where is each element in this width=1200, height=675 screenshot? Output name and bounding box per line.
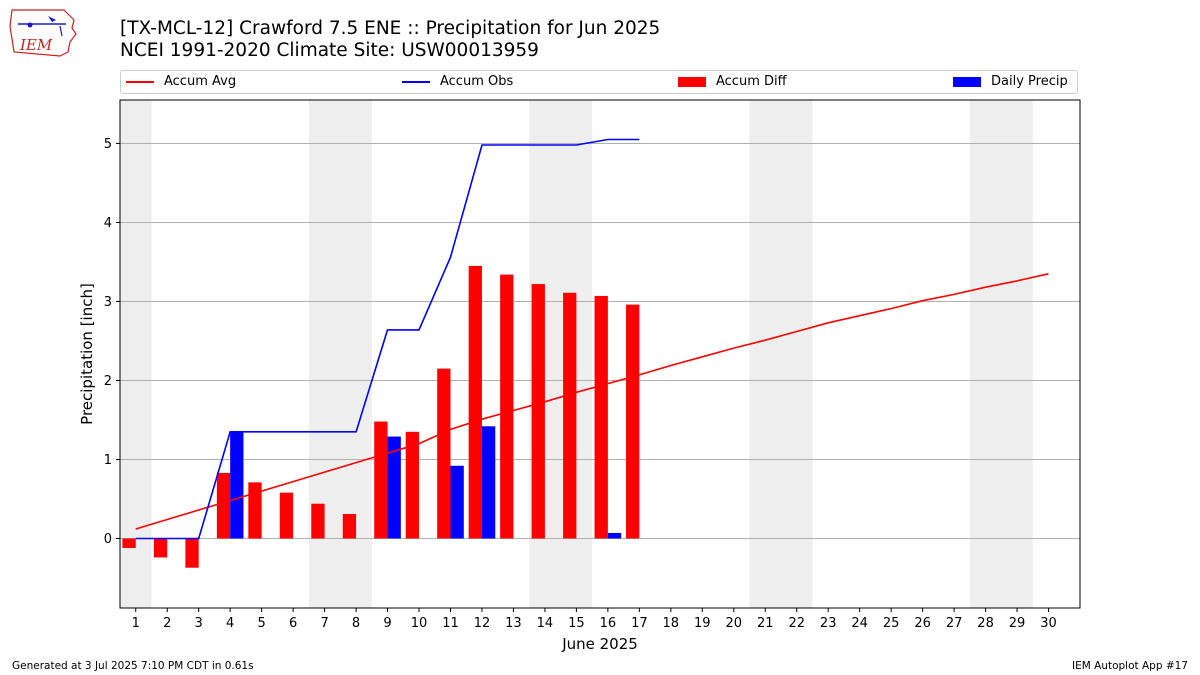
x-tick-label: 8 xyxy=(352,616,360,631)
x-tick-label: 20 xyxy=(725,616,742,631)
legend: Accum Avg Accum Obs Accum Diff Daily Pre… xyxy=(120,70,1078,94)
x-axis-label: June 2025 xyxy=(561,635,638,653)
accum-diff-bar xyxy=(405,431,420,539)
chart-title: [TX-MCL-12] Crawford 7.5 ENE :: Precipit… xyxy=(120,18,660,62)
legend-swatch-line xyxy=(126,80,154,83)
x-tick-label: 29 xyxy=(1009,616,1026,631)
plot-frame xyxy=(119,99,1081,609)
x-tick-label: 30 xyxy=(1040,616,1057,631)
x-tick-label: 16 xyxy=(600,616,617,631)
x-tick-label: 10 xyxy=(411,616,428,631)
legend-label: Accum Diff xyxy=(716,74,787,89)
x-tick-label: 18 xyxy=(663,616,680,631)
legend-swatch-patch xyxy=(678,76,706,87)
daily-precip-bar xyxy=(607,532,622,539)
daily-precip-bar xyxy=(387,436,401,539)
legend-item-daily-precip: Daily Precip xyxy=(953,74,1068,90)
y-tick-label: 3 xyxy=(104,295,112,310)
accum-diff-bar xyxy=(531,284,545,539)
accum-diff-bar xyxy=(311,503,325,539)
x-tick-label: 24 xyxy=(851,616,868,631)
legend-item-accum-avg: Accum Avg xyxy=(126,74,236,90)
accum-diff-bar xyxy=(563,292,577,539)
x-tick-label: 5 xyxy=(257,616,265,631)
accum-diff-bar xyxy=(279,492,294,539)
x-tick-label: 7 xyxy=(320,616,328,631)
x-tick-label: 14 xyxy=(537,616,554,631)
x-tick-label: 12 xyxy=(474,616,491,631)
x-tick-label: 21 xyxy=(757,616,774,631)
y-tick-label: 5 xyxy=(104,137,112,152)
weekend-band xyxy=(969,100,1033,608)
weekend-band xyxy=(120,100,152,608)
y-tick-label: 2 xyxy=(104,374,112,389)
x-tick-label: 9 xyxy=(383,616,391,631)
x-tick-label: 1 xyxy=(132,616,140,631)
legend-label: Accum Obs xyxy=(440,74,514,89)
x-tick-label: 17 xyxy=(631,616,648,631)
x-tick-label: 27 xyxy=(946,616,963,631)
accum-diff-bar xyxy=(374,421,388,539)
y-tick-label: 4 xyxy=(104,216,112,231)
x-tick-label: 23 xyxy=(820,616,837,631)
accum-diff-bar xyxy=(216,472,231,539)
accum-diff-bar xyxy=(626,304,640,539)
legend-label: Accum Avg xyxy=(164,74,237,89)
x-tick-label: 6 xyxy=(289,616,297,631)
title-line-1: [TX-MCL-12] Crawford 7.5 ENE :: Precipit… xyxy=(120,18,661,39)
x-tick-label: 26 xyxy=(914,616,931,631)
x-tick-label: 13 xyxy=(505,616,522,631)
x-tick-label: 11 xyxy=(442,616,459,631)
x-tick-label: 19 xyxy=(694,616,711,631)
accum-diff-bar xyxy=(153,538,168,558)
legend-item-accum-obs: Accum Obs xyxy=(402,74,513,90)
daily-precip-bar xyxy=(481,426,496,539)
y-tick-label: 1 xyxy=(104,453,112,468)
x-tick-label: 28 xyxy=(977,616,994,631)
app-note: IEM Autoplot App #17 xyxy=(1072,660,1188,672)
accum-obs-line xyxy=(135,138,640,540)
legend-swatch-line xyxy=(402,80,430,83)
generated-note: Generated at 3 Jul 2025 7:10 PM CDT in 0… xyxy=(12,660,254,672)
legend-item-accum-diff: Accum Diff xyxy=(678,74,787,90)
legend-label: Daily Precip xyxy=(991,74,1068,89)
x-tick-label: 3 xyxy=(195,616,203,631)
iem-logo: IEM xyxy=(9,9,77,57)
iowa-outline-icon xyxy=(9,9,77,57)
accum-diff-bar xyxy=(185,538,199,568)
y-axis-label: Precipitation [inch] xyxy=(78,283,96,425)
x-tick-label: 4 xyxy=(226,616,234,631)
accum-diff-bar xyxy=(342,513,357,539)
accum-diff-bar xyxy=(468,265,482,539)
accum-diff-bar xyxy=(248,482,262,539)
legend-swatch-patch xyxy=(953,76,981,87)
weekend-band xyxy=(749,100,813,608)
x-tick-label: 22 xyxy=(788,616,805,631)
x-tick-label: 25 xyxy=(883,616,900,631)
logo-text: IEM xyxy=(19,36,53,54)
accum-diff-bar xyxy=(500,274,514,539)
accum-diff-bar xyxy=(594,295,608,539)
daily-precip-bar xyxy=(450,465,464,539)
accum-avg-line xyxy=(135,273,1049,530)
y-tick-label: 0 xyxy=(104,532,112,547)
daily-precip-bar xyxy=(230,431,244,539)
accum-diff-bar xyxy=(122,538,136,548)
accum-diff-bar xyxy=(437,368,451,539)
x-tick-label: 2 xyxy=(163,616,171,631)
title-line-2: NCEI 1991-2020 Climate Site: USW00013959 xyxy=(120,40,539,61)
x-tick-label: 15 xyxy=(568,616,585,631)
